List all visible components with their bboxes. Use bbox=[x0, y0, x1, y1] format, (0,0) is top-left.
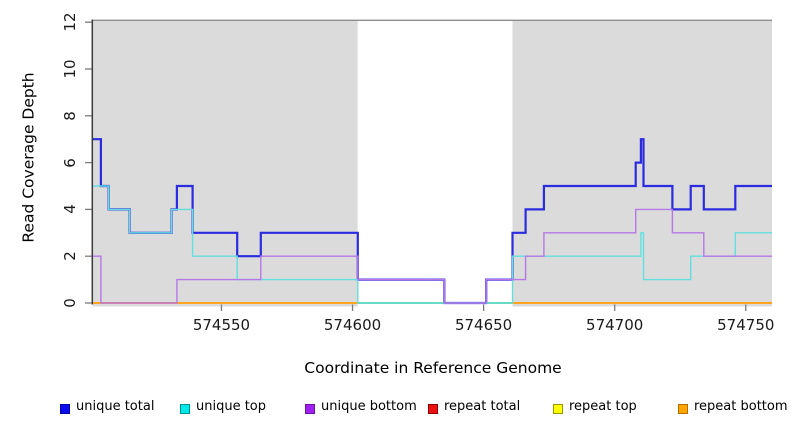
y-tick-label-2: 2 bbox=[61, 251, 79, 261]
legend-swatch-icon bbox=[553, 404, 563, 414]
y-tick-label-10: 10 bbox=[61, 59, 79, 79]
legend-label: unique top bbox=[196, 399, 267, 414]
y-tick-label-6: 6 bbox=[61, 157, 79, 168]
x-tick-label-574600: 574600 bbox=[323, 316, 382, 334]
y-axis-title: Read Coverage Depth bbox=[19, 72, 38, 243]
legend-swatch-icon bbox=[180, 404, 190, 414]
legend-label: unique bottom bbox=[321, 399, 417, 414]
x-axis-title: Coordinate in Reference Genome bbox=[304, 359, 562, 377]
x-tick-label-574650: 574650 bbox=[454, 316, 513, 334]
legend-label: repeat total bbox=[444, 399, 521, 414]
legend-label: repeat top bbox=[569, 399, 637, 414]
y-tick-label-4: 4 bbox=[61, 204, 79, 215]
x-tick-label-574750: 574750 bbox=[717, 316, 775, 334]
unshaded-gap bbox=[357, 20, 513, 307]
x-tick-label-574700: 574700 bbox=[586, 316, 644, 334]
y-tick-label-8: 8 bbox=[61, 111, 79, 121]
unique-top-line bbox=[93, 185, 772, 304]
unique-bottom-line bbox=[93, 208, 772, 304]
legend-swatch-icon bbox=[678, 404, 688, 414]
legend-swatch-icon bbox=[305, 404, 315, 414]
y-tick-label-12: 12 bbox=[61, 12, 79, 32]
legend-label: unique total bbox=[76, 399, 155, 414]
shaded-region-right bbox=[512, 20, 772, 307]
shaded-region-left bbox=[93, 20, 358, 307]
legend-swatch-icon bbox=[60, 404, 70, 414]
y-tick-label-0: 0 bbox=[61, 298, 79, 308]
x-tick-label-574550: 574550 bbox=[192, 316, 251, 334]
legend-swatch-icon bbox=[428, 404, 438, 414]
legend-label: repeat bottom bbox=[694, 399, 788, 414]
